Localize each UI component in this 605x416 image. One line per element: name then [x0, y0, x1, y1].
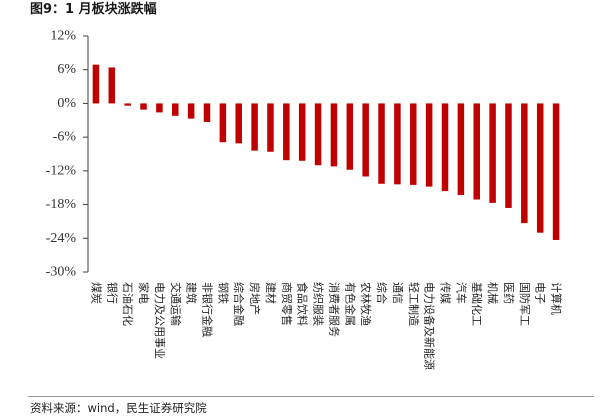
bar-20: [394, 103, 401, 185]
bar-17: [346, 103, 354, 170]
bars: [92, 64, 560, 240]
x-tick-label: 非银行金融: [201, 282, 215, 337]
x-tick-label: 建筑: [185, 282, 199, 304]
bar-6: [172, 103, 179, 116]
x-axis-labels: 煤炭 银行 石油石化 家电 电力及公用事业 交通运输 建筑 非银行金融 钢铁 综合金融 房地产 建材商…: [89, 282, 563, 370]
bar-10: [235, 103, 242, 144]
source-note: 资料来源：wind，民生证券研究院: [30, 401, 207, 415]
bar-25: [473, 103, 480, 200]
bar-1: [92, 64, 100, 104]
x-tick-label: 钢铁: [216, 282, 229, 304]
bar-14: [298, 103, 306, 161]
bar-9: [219, 103, 227, 143]
bar-11: [251, 103, 258, 151]
x-tick-label: 综合金融: [232, 282, 246, 326]
x-tick-label: 机械: [486, 282, 500, 304]
bar-13: [283, 103, 290, 161]
x-tick-label: 建材: [264, 282, 278, 304]
x-tick-label: 商贸零售: [280, 282, 294, 326]
bar-5: [156, 103, 163, 113]
bar-27: [505, 103, 512, 208]
bar-22: [425, 103, 433, 187]
bar-24: [457, 103, 465, 196]
y-tick-label: 6%: [57, 62, 76, 77]
y-tick-label: -24%: [46, 231, 77, 246]
x-tick-label: 有色金属: [343, 282, 357, 326]
x-tick-label: 计算机: [550, 282, 564, 315]
bar-29: [536, 103, 544, 233]
x-tick-label: 农林牧渔: [359, 282, 373, 326]
x-tick-label: 国防军工: [518, 282, 532, 326]
x-tick-label: 消费者服务: [327, 282, 341, 337]
y-axis: 12% 6% 0% -6% -12% -18% -24% -30%: [46, 29, 89, 280]
x-tick-label: 煤炭: [89, 282, 102, 304]
x-tick-label: 轻工制造: [407, 282, 421, 326]
x-tick-label: 食品饮料: [296, 282, 310, 326]
x-tick-label: 房地产: [248, 282, 262, 315]
y-tick-label: -18%: [46, 197, 77, 212]
bar-19: [378, 103, 385, 184]
bar-2: [108, 67, 116, 104]
y-tick-label: -6%: [53, 130, 77, 145]
y-tick-label: -30%: [46, 265, 77, 280]
bar-28: [521, 103, 528, 224]
bar-4: [140, 103, 147, 110]
y-tick-label: -12%: [46, 163, 77, 178]
bar-23: [441, 103, 449, 192]
x-tick-label: 传媒: [439, 282, 452, 304]
y-tick-label: 0%: [57, 96, 76, 111]
bar-21: [410, 103, 417, 185]
x-tick-label: 医药: [502, 282, 515, 304]
x-tick-label: 通信: [391, 282, 404, 304]
x-tick-label: 交通运输: [169, 282, 183, 326]
y-tick-label: 12%: [50, 29, 76, 44]
bar-26: [489, 103, 496, 203]
bar-30: [552, 103, 560, 240]
bar-18: [362, 103, 369, 177]
bar-16: [330, 103, 338, 167]
x-tick-label: 基础化工: [470, 282, 484, 326]
chart-title: 图9：1 月板块涨跌幅: [30, 2, 157, 17]
x-tick-label: 电子: [534, 282, 547, 304]
x-tick-label: 电力及公用事业: [153, 282, 166, 359]
source-divider: [28, 396, 594, 397]
x-tick-label: 综合: [375, 282, 389, 304]
x-tick-label: 纺织服装: [312, 282, 326, 326]
x-tick-label: 电力设备及新能源: [423, 282, 437, 370]
x-tick-label: 汽车: [454, 282, 468, 304]
x-tick-label: 家电: [137, 282, 151, 304]
bar-8: [203, 103, 211, 122]
bar-15: [314, 103, 322, 166]
bar-7: [187, 103, 195, 119]
bar-12: [267, 103, 274, 152]
x-tick-label: 银行: [105, 282, 119, 304]
bar-3: [124, 103, 131, 106]
x-tick-label: 石油石化: [121, 282, 135, 326]
